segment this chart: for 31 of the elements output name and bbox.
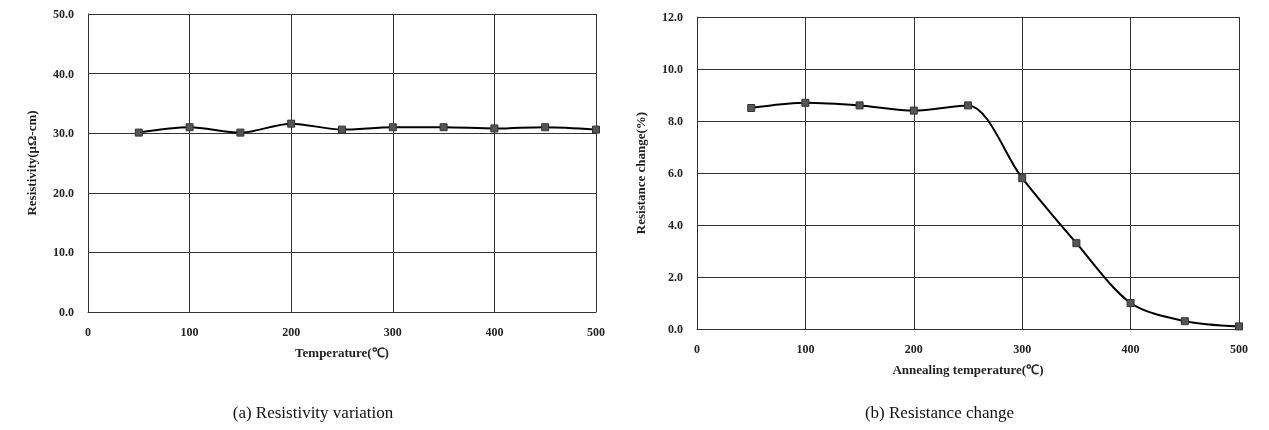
x-axis-title: Temperature(℃) bbox=[295, 345, 389, 360]
x-tick-label: 300 bbox=[383, 325, 402, 339]
x-tick-label: 200 bbox=[282, 325, 301, 339]
y-tick-label: 10.0 bbox=[53, 245, 74, 260]
y-tick-label: 8.0 bbox=[668, 114, 683, 128]
x-tick-label: 500 bbox=[1230, 342, 1248, 356]
x-tick-label: 0 bbox=[694, 342, 700, 356]
y-tick-label: 6.0 bbox=[668, 166, 683, 180]
x-tick-label: 0 bbox=[85, 325, 91, 339]
y-tick-label: 0.0 bbox=[668, 322, 683, 336]
y-tick-label: 10.0 bbox=[662, 62, 683, 76]
y-tick-label: 12.0 bbox=[662, 10, 683, 24]
y-tick-label: 2.0 bbox=[668, 270, 683, 284]
x-tick-label: 400 bbox=[485, 325, 504, 339]
text: (b) Resistance change bbox=[864, 403, 1015, 422]
y-tick-label: 4.0 bbox=[668, 218, 683, 232]
y-tick-label: 30.0 bbox=[53, 126, 74, 141]
x-tick-label: 100 bbox=[796, 342, 815, 356]
x-tick-label: 300 bbox=[1013, 342, 1032, 356]
y-axis-title: Resistivity(μΩ-cm) bbox=[24, 110, 39, 216]
y-tick-label: 0.0 bbox=[59, 305, 74, 319]
y-tick-label: 50.0 bbox=[53, 7, 74, 21]
x-tick-label: 200 bbox=[904, 342, 923, 356]
y-axis-title: Resistance change(%) bbox=[633, 111, 648, 235]
x-tick-label: 400 bbox=[1121, 342, 1140, 356]
text: (a) Resistivity variation bbox=[232, 403, 394, 422]
y-tick-label: 20.0 bbox=[53, 185, 74, 200]
y-tick-label: 40.0 bbox=[53, 66, 74, 81]
x-tick-label: 500 bbox=[587, 325, 605, 339]
x-axis-title: Annealing temperature(℃) bbox=[892, 362, 1044, 377]
x-tick-label: 100 bbox=[180, 325, 199, 339]
